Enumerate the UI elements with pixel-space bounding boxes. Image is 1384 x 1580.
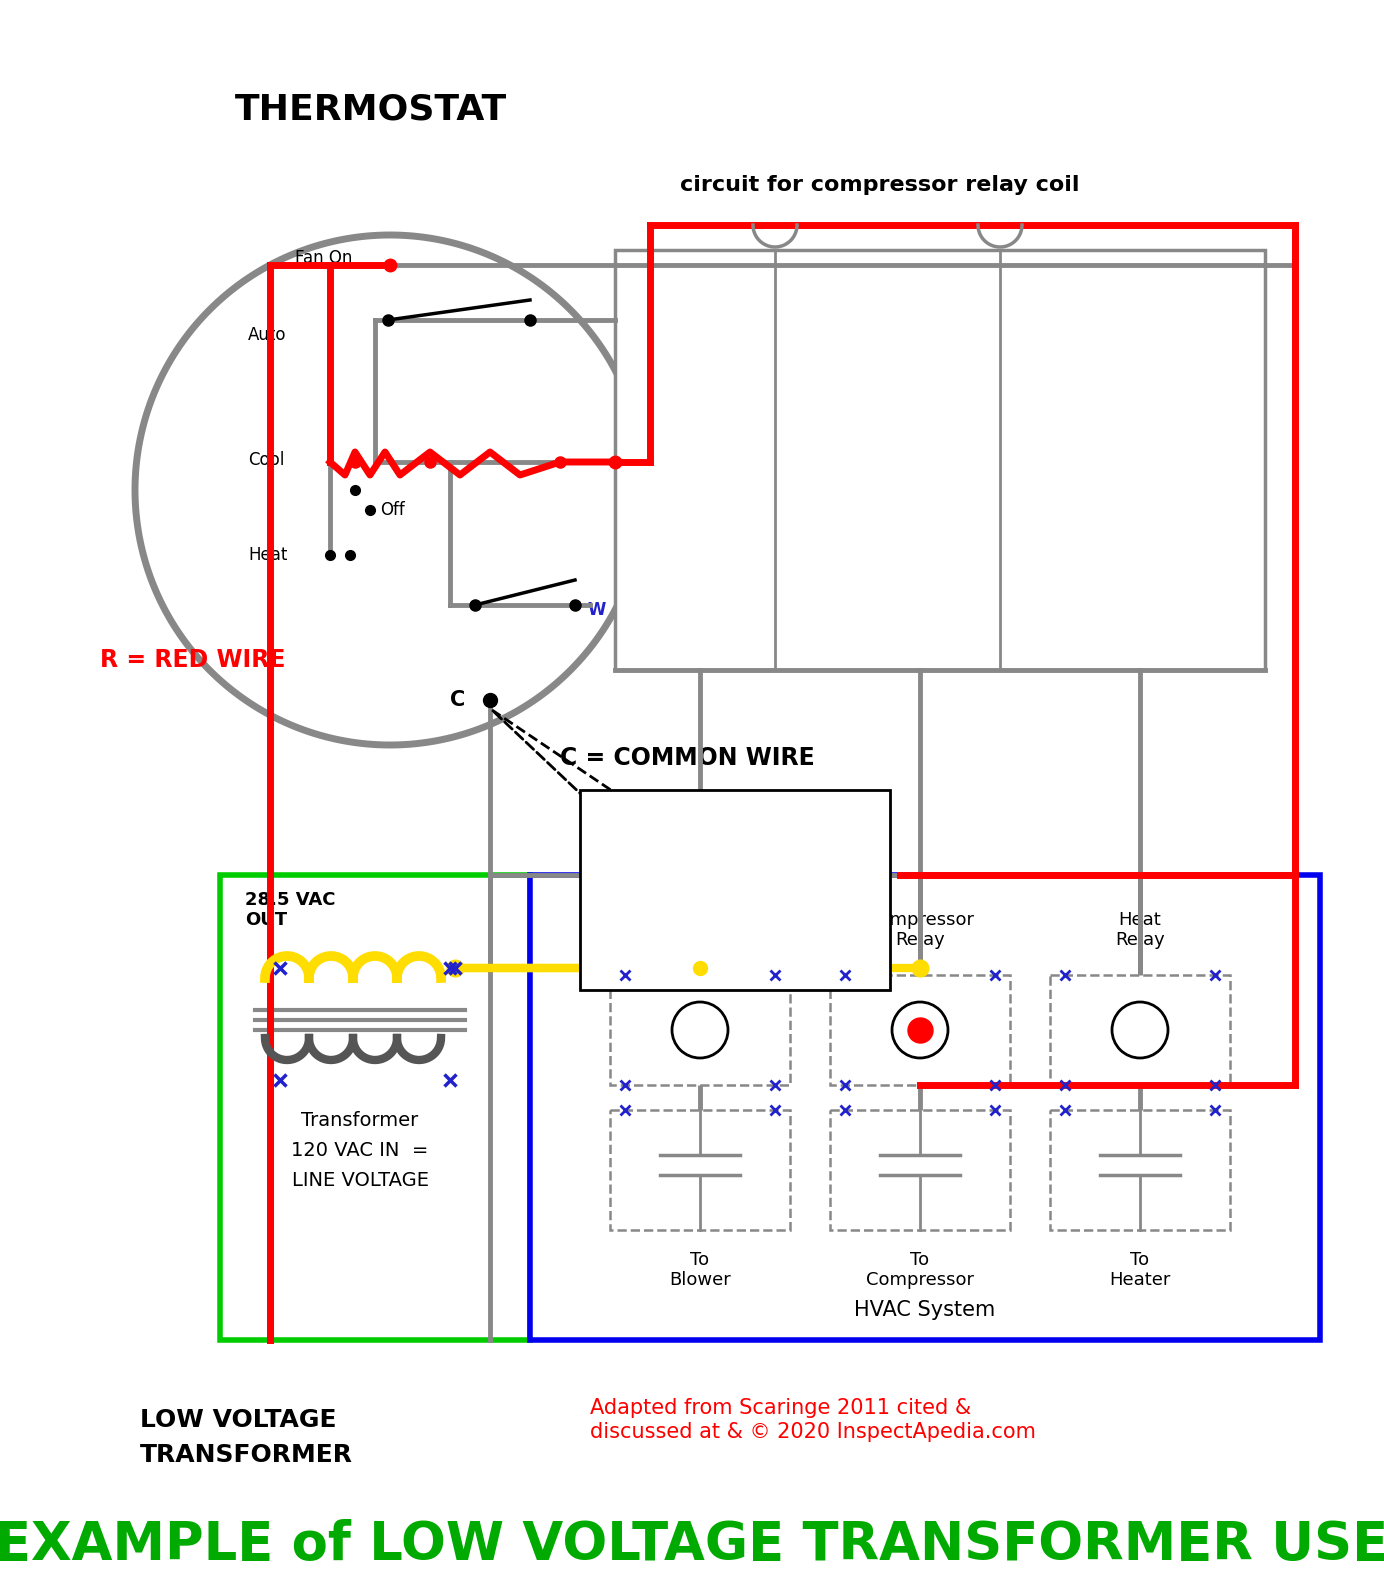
Text: Off: Off xyxy=(381,501,404,518)
Text: W: W xyxy=(588,600,606,619)
Bar xyxy=(1050,975,1230,1085)
Text: provides power: provides power xyxy=(666,853,804,871)
Text: Blower
Relay: Blower Relay xyxy=(668,910,731,950)
Bar xyxy=(1050,1111,1230,1229)
Text: Heat
Relay: Heat Relay xyxy=(1116,910,1165,950)
Text: circuit for compressor relay coil: circuit for compressor relay coil xyxy=(680,175,1080,194)
Text: 28.5 VAC
OUT: 28.5 VAC OUT xyxy=(245,891,335,929)
Text: C: C xyxy=(450,690,465,709)
Text: Y: Y xyxy=(619,453,630,471)
Text: TRANSFORMER: TRANSFORMER xyxy=(140,1443,353,1466)
Circle shape xyxy=(893,1002,948,1059)
Text: LINE VOLTAGE: LINE VOLTAGE xyxy=(292,1171,429,1190)
Bar xyxy=(614,250,1265,670)
Text: HVAC System: HVAC System xyxy=(854,1300,995,1319)
Text: R = RED WIRE: R = RED WIRE xyxy=(100,648,285,672)
Text: G: G xyxy=(619,302,631,319)
Bar xyxy=(830,1111,1010,1229)
Circle shape xyxy=(1111,1002,1168,1059)
Bar xyxy=(610,975,790,1085)
Text: Auto: Auto xyxy=(248,325,286,344)
Text: C = COMMON WIRE: C = COMMON WIRE xyxy=(561,746,815,769)
Bar xyxy=(830,975,1010,1085)
Text: To
Blower: To Blower xyxy=(668,1251,731,1289)
Text: Fan On: Fan On xyxy=(295,250,353,267)
Text: LOW VOLTAGE: LOW VOLTAGE xyxy=(140,1408,336,1431)
Text: 120 VAC IN  =: 120 VAC IN = xyxy=(291,1141,429,1160)
Bar xyxy=(220,875,530,1340)
Text: Transformer: Transformer xyxy=(302,1111,418,1130)
Bar xyxy=(530,875,1320,1340)
Text: to the: to the xyxy=(709,883,761,901)
Text: R: R xyxy=(620,818,637,837)
Bar xyxy=(610,1111,790,1229)
Text: Cool: Cool xyxy=(248,450,284,469)
Circle shape xyxy=(673,1002,728,1059)
Text: to C: to C xyxy=(639,818,689,837)
Text: Compressor
Relay: Compressor Relay xyxy=(866,910,974,950)
Bar xyxy=(580,790,890,991)
Text: Heat: Heat xyxy=(248,547,288,564)
Text: EXAMPLE of LOW VOLTAGE TRANSFORMER USE: EXAMPLE of LOW VOLTAGE TRANSFORMER USE xyxy=(0,1518,1384,1571)
Text: Adapted from Scaringe 2011 cited &
discussed at & © 2020 InspectApedia.com: Adapted from Scaringe 2011 cited & discu… xyxy=(590,1398,1035,1441)
Text: Thermostat: Thermostat xyxy=(684,913,787,931)
Text: To
Heater: To Heater xyxy=(1110,1251,1171,1289)
Text: To
Compressor: To Compressor xyxy=(866,1251,974,1289)
Text: THERMOSTAT: THERMOSTAT xyxy=(235,93,508,126)
